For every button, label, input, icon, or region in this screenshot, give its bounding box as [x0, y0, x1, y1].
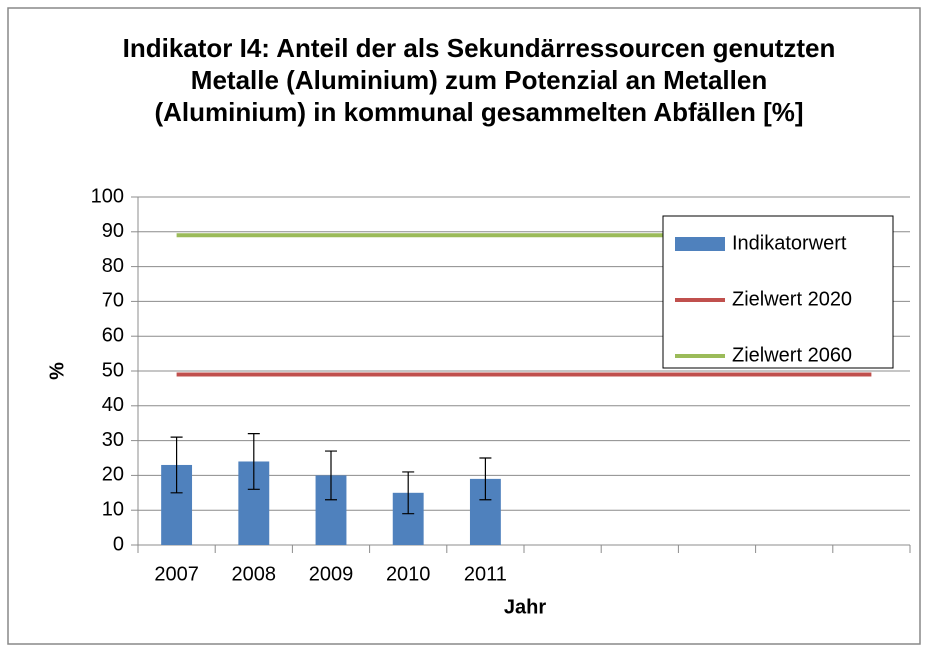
legend-label: Zielwert 2020	[732, 288, 852, 310]
error-bar	[247, 433, 260, 490]
x-axis-label: Jahr	[504, 596, 546, 618]
legend-label: Zielwert 2060	[732, 344, 852, 366]
x-tick-label: 2010	[386, 563, 431, 585]
y-tick-label: 100	[91, 185, 124, 207]
y-axis-label: %	[46, 362, 68, 380]
x-tick-label: 2007	[154, 563, 199, 585]
error-bar	[170, 436, 183, 494]
error-bar	[325, 450, 337, 501]
y-tick-label: 40	[102, 394, 124, 416]
y-tick-label: 30	[102, 429, 124, 451]
y-tick-label: 10	[102, 498, 124, 520]
x-tick-label: 2008	[232, 563, 277, 585]
x-tick-label: 2011	[464, 563, 507, 585]
y-tick-label: 70	[102, 290, 124, 312]
chart-title: Indikator I4: Anteil der als Sekundärres…	[122, 33, 836, 127]
y-tick-label: 0	[113, 533, 124, 555]
error-bar	[402, 471, 415, 515]
y-tick-label: 20	[102, 464, 124, 486]
y-tick-label: 90	[102, 220, 124, 242]
error-bar	[479, 457, 492, 501]
y-tick-label: 80	[102, 255, 124, 277]
y-tick-label: 50	[102, 359, 124, 381]
y-tick-label: 60	[102, 324, 124, 346]
legend-label: Indikatorwert	[732, 232, 847, 254]
x-tick-label: 2009	[309, 563, 354, 585]
legend-swatch	[675, 237, 725, 251]
